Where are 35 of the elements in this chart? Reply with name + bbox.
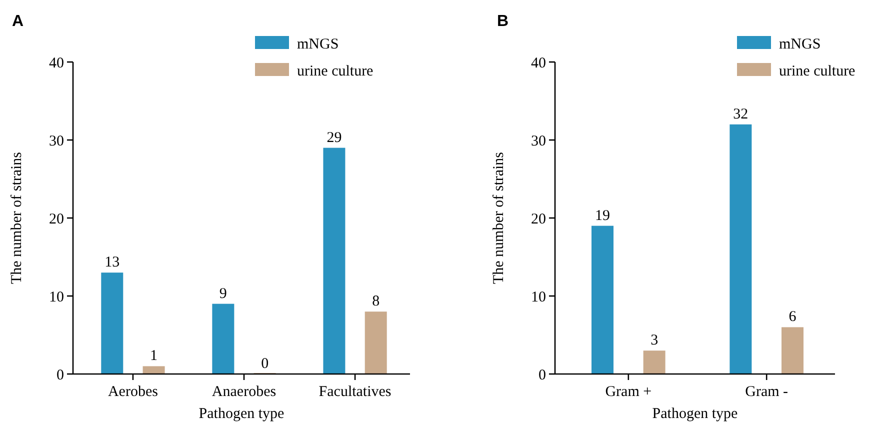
y-tick-label: 40 — [49, 55, 64, 72]
y-tick-label: 30 — [49, 133, 64, 150]
data-label: 13 — [104, 254, 120, 271]
data-label: 29 — [326, 130, 342, 146]
y-tick-label: 20 — [531, 211, 546, 228]
legend-label: mNGS — [779, 36, 821, 52]
x-tick-label: Gram - — [745, 384, 788, 400]
data-label: 9 — [219, 286, 227, 302]
x-tick-label: Gram + — [605, 384, 652, 400]
x-tick-label: Anaerobes — [212, 384, 276, 400]
y-axis-title: The number of strains — [9, 152, 25, 284]
chart-title: A — [12, 13, 24, 30]
data-label: 1 — [150, 348, 158, 364]
legend-label: urine culture — [779, 63, 856, 80]
data-label: 8 — [372, 294, 380, 310]
y-tick-label: 30 — [531, 133, 546, 150]
x-tick-label: Aerobes — [108, 384, 158, 400]
y-tick-label: 0 — [56, 367, 64, 384]
x-axis-title: Pathogen type — [198, 406, 285, 422]
data-label: 6 — [788, 309, 797, 326]
data-label: 0 — [261, 356, 269, 372]
y-tick-label: 40 — [531, 55, 546, 72]
y-tick-label: 0 — [538, 367, 546, 384]
x-tick-label: Facultatives — [318, 384, 392, 400]
legend-label: urine culture — [297, 63, 374, 80]
chart-title: B — [497, 13, 509, 30]
legend-label: mNGS — [297, 36, 339, 52]
y-tick-label: 10 — [531, 289, 546, 306]
y-tick-label: 20 — [49, 211, 64, 228]
y-tick-label: 10 — [49, 289, 64, 306]
data-label: 3 — [650, 332, 658, 349]
data-label: 32 — [733, 106, 748, 122]
data-label: 19 — [594, 208, 610, 224]
y-axis-title: The number of strains — [491, 152, 507, 284]
x-axis-title: Pathogen type — [652, 406, 738, 422]
